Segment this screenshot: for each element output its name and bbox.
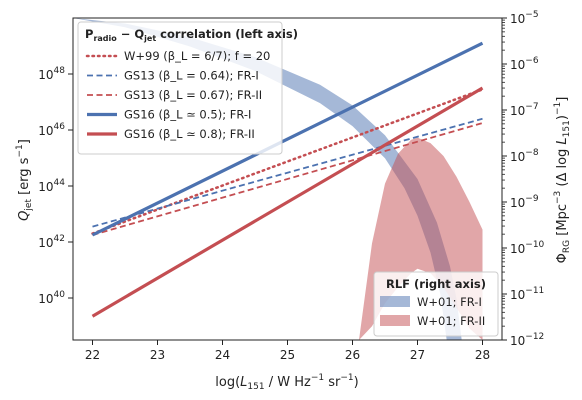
left-tick-label: 1044 xyxy=(38,178,65,194)
right-tick-label: 10−9 xyxy=(510,194,539,210)
right-tick-label: 10−6 xyxy=(510,56,539,72)
x-tick-label: 28 xyxy=(475,348,490,362)
legend-right-swatch xyxy=(380,296,410,307)
correlation-lines xyxy=(91,41,484,318)
series-line-3 xyxy=(91,41,484,237)
series-line-2 xyxy=(92,122,483,236)
x-tick-label: 24 xyxy=(215,348,230,362)
right-tick-label: 10−5 xyxy=(510,10,539,26)
left-tick-label: 1046 xyxy=(38,122,65,138)
right-tick-label: 10−11 xyxy=(510,286,544,302)
legend-left-label: W+99 (β_L = 6/7); f = 20 xyxy=(124,49,270,63)
legend-right: RLF (right axis) W+01; FR-I W+01; FR-II xyxy=(373,271,499,337)
legend-left: Pradio − Qjet correlation (left axis) W+… xyxy=(77,21,298,155)
legend-right-label: W+01; FR-I xyxy=(417,295,482,309)
x-axis-ticks: 22 23 24 25 26 27 28 xyxy=(85,340,490,362)
x-tick-label: 22 xyxy=(85,348,100,362)
legend-left-label: GS16 (β_L ≃ 0.5); FR-I xyxy=(124,108,251,122)
series-line-4 xyxy=(91,86,484,318)
right-axis-title: ΦRG [Mpc−3 (Δ log L151)−1] xyxy=(553,97,572,264)
x-tick-label: 27 xyxy=(410,348,425,362)
left-tick-label: 1040 xyxy=(38,290,65,306)
left-axis-ticks: 1040 1042 1044 1046 1048 xyxy=(38,66,73,306)
series-line-0 xyxy=(91,88,484,235)
left-tick-label: 1042 xyxy=(38,234,65,250)
legend-left-label: GS13 (β_L = 0.67); FR-II xyxy=(124,88,262,102)
legend-left-label: GS13 (β_L = 0.64); FR-I xyxy=(124,69,259,83)
legend-left-box xyxy=(77,21,283,155)
legend-right-title: RLF (right axis) xyxy=(386,277,486,291)
right-axis-ticks: 10−12 10−11 10−10 10−9 10−8 10−7 10−6 10−5 xyxy=(502,10,545,348)
series-line-1 xyxy=(92,117,483,228)
right-tick-label: 10−8 xyxy=(510,148,539,164)
x-tick-label: 25 xyxy=(280,348,295,362)
right-tick-label: 10−12 xyxy=(510,332,544,348)
left-axis-title: Qjet [erg s−1] xyxy=(15,139,34,221)
legend-right-swatch xyxy=(380,315,410,326)
left-tick-label: 1048 xyxy=(38,66,65,82)
x-tick-label: 23 xyxy=(150,348,165,362)
right-tick-label: 10−10 xyxy=(510,240,545,256)
legend-right-label: W+01; FR-II xyxy=(417,314,485,328)
legend-left-title: Pradio − Qjet correlation (left axis) xyxy=(85,27,298,43)
x-tick-label: 26 xyxy=(345,348,360,362)
legend-left-label: GS16 (β_L ≃ 0.8); FR-II xyxy=(124,127,255,141)
x-axis-title: log(L151 / W Hz−1 sr−1) xyxy=(215,373,358,392)
right-tick-label: 10−7 xyxy=(510,102,539,118)
